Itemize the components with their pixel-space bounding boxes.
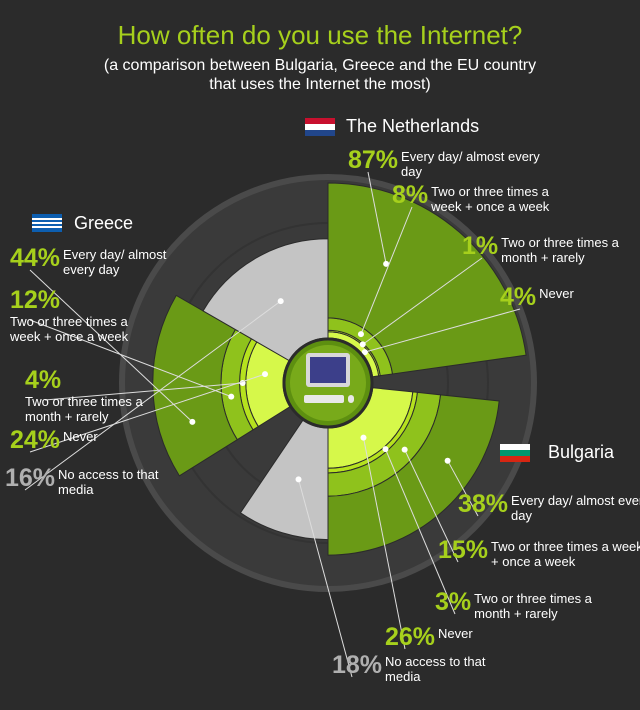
flag-stripe <box>500 450 530 456</box>
category-label: Two or three times a month + rarely <box>474 591 592 621</box>
data-label: 15% Two or three times a week + once a we… <box>438 536 640 569</box>
category-label: No access to that media <box>58 467 159 497</box>
leader-line <box>24 300 281 491</box>
leader-line <box>364 308 521 353</box>
leader-line <box>385 448 456 615</box>
value-label: 4% <box>500 283 537 311</box>
category-label: Two or three times a month + rarely <box>501 235 619 265</box>
value-label: 87% <box>348 146 399 174</box>
ring-segment <box>327 394 500 556</box>
data-label: 1% Two or three times a month + rarely <box>462 232 640 265</box>
data-label: 12% Two or three times a week + once a we… <box>10 286 160 344</box>
leader-dot <box>360 434 367 441</box>
value-label: 8% <box>392 181 429 209</box>
data-label: 4% Never <box>500 283 639 311</box>
leader-dot <box>357 331 364 338</box>
category-label: Two or three times a month + rarely <box>25 394 143 424</box>
keyboard <box>304 395 344 403</box>
value-label: 12% <box>10 286 61 314</box>
leader-line <box>29 373 266 453</box>
data-label: 3% Two or three times a month + rarely <box>435 588 614 621</box>
chart-title: How often do you use the Internet? <box>117 20 523 50</box>
category-label: Two or three times a week + once a week <box>431 184 550 214</box>
flag-stripe <box>32 226 62 228</box>
data-label: 8% Two or three times a week + once a wee… <box>392 181 581 214</box>
value-label: 18% <box>332 651 383 679</box>
leader-dot <box>383 260 390 267</box>
legend-label: Bulgaria <box>548 442 615 462</box>
data-label: 18% No access to that media <box>332 651 495 684</box>
value-label: 38% <box>458 490 509 518</box>
ring-segment <box>327 182 527 375</box>
category-label: Two or three times a week + once a week <box>10 314 129 344</box>
leader-dot <box>359 341 366 348</box>
leader-dot <box>444 457 451 464</box>
category-label: Never <box>63 429 98 444</box>
value-label: 15% <box>438 536 489 564</box>
category-label: Every day/ almost every day <box>63 247 167 277</box>
flag-stripe <box>32 222 62 224</box>
data-label: 44% Every day/ almost every day <box>10 244 173 277</box>
leader-dot <box>361 349 368 356</box>
leader-line <box>360 206 413 335</box>
leader-line <box>447 460 479 517</box>
leader-line <box>362 437 406 650</box>
value-label: 4% <box>25 366 62 394</box>
leader-dot <box>228 393 235 400</box>
flag-stripe <box>305 118 335 124</box>
value-label: 1% <box>462 232 499 260</box>
category-label: Every day/ almost every day <box>401 149 540 179</box>
value-label: 16% <box>5 464 56 492</box>
data-label: 4% Two or three times a month + rarely <box>25 366 155 424</box>
value-label: 24% <box>10 426 61 454</box>
leader-dot <box>189 418 196 425</box>
data-label: 87% Every day/ almost every day <box>348 146 551 179</box>
leader-dot <box>262 371 269 378</box>
legend-label: Greece <box>74 213 134 233</box>
data-label: 24% Never <box>10 426 143 454</box>
leader-line <box>404 449 459 563</box>
category-label: Never <box>438 626 473 641</box>
leader-dot <box>382 446 389 453</box>
value-label: 3% <box>435 588 472 616</box>
leader-line <box>44 382 243 401</box>
leader-dot <box>401 446 408 453</box>
data-label: 16% No access to that media <box>5 464 168 497</box>
flag-stripe <box>305 130 335 136</box>
data-label: 38% Every day/ almost every day <box>458 490 640 523</box>
data-label: 26% Never <box>385 623 518 651</box>
value-label: 26% <box>385 623 436 651</box>
leader-line <box>298 479 353 678</box>
value-label: 44% <box>10 244 61 272</box>
category-label: Every day/ almost every day <box>511 493 640 523</box>
ring-segment <box>152 294 238 477</box>
category-label: No access to that media <box>385 654 486 684</box>
mouse <box>348 395 354 403</box>
leader-line <box>29 319 232 398</box>
flag-stripe <box>32 218 62 220</box>
category-label: Two or three times a week + once a week <box>491 539 640 569</box>
chart-subtitle: (a comparison between Bulgaria, Greece a… <box>103 57 537 93</box>
category-label: Never <box>539 286 574 301</box>
leader-dot <box>277 298 284 305</box>
leader-line <box>362 257 483 345</box>
leader-line <box>29 269 193 423</box>
leader-dot <box>295 476 302 483</box>
leader-line <box>367 171 387 264</box>
flag-stripe <box>500 456 530 462</box>
screen <box>310 357 346 383</box>
legend-label: The Netherlands <box>346 116 480 136</box>
